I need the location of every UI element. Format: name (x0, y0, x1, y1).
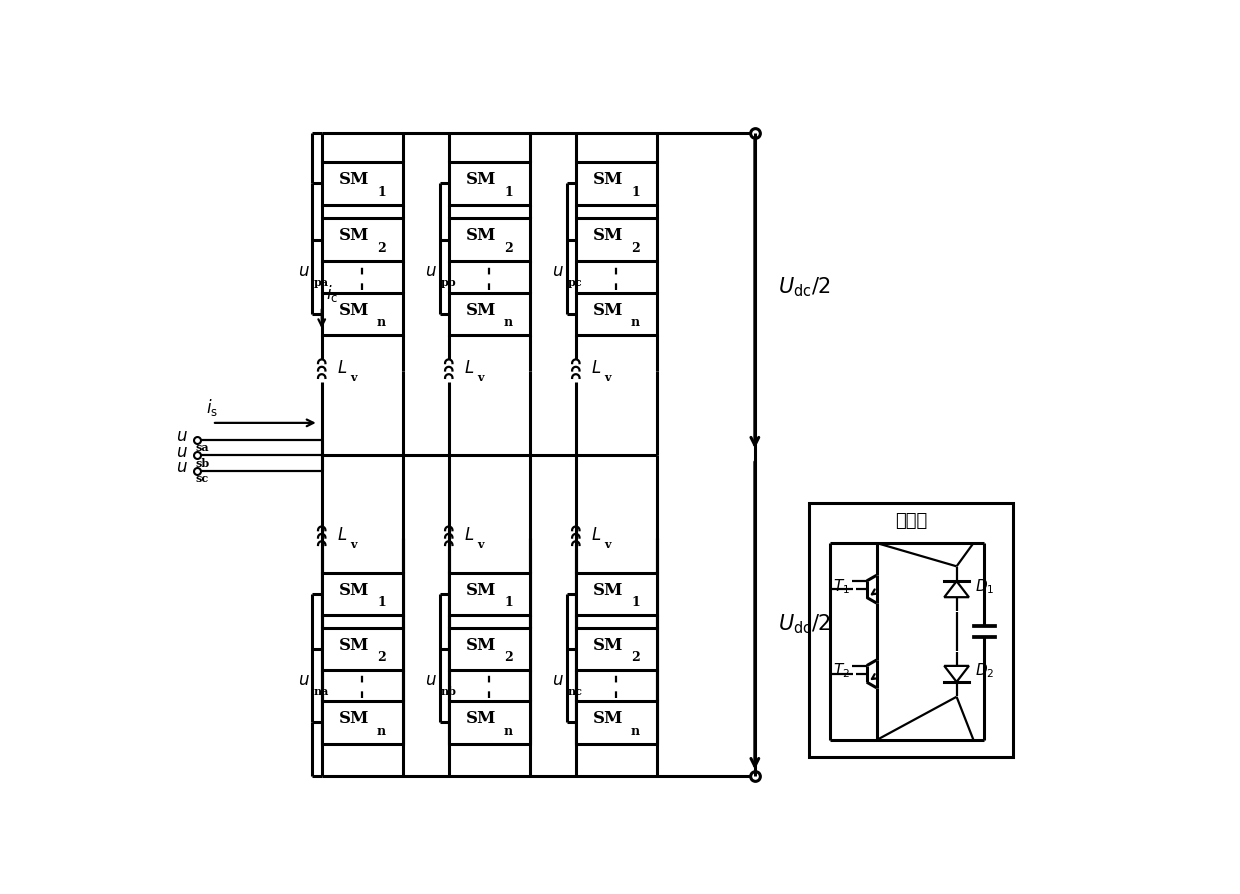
Text: 1: 1 (505, 185, 513, 198)
Text: v: v (604, 539, 611, 550)
Text: $u$: $u$ (424, 263, 436, 280)
Text: SM: SM (340, 302, 370, 319)
Text: 2: 2 (631, 651, 640, 663)
Bar (449, 702, 529, 744)
Bar (575, 294, 657, 336)
Text: $T_1$: $T_1$ (833, 577, 851, 595)
Text: SM: SM (594, 171, 624, 188)
Text: $D_2$: $D_2$ (975, 661, 994, 679)
Text: v: v (477, 539, 484, 550)
Text: SM: SM (594, 710, 624, 727)
Text: na: na (314, 685, 329, 696)
Text: SM: SM (466, 637, 497, 654)
Text: v: v (350, 539, 357, 550)
Text: SM: SM (466, 227, 497, 244)
Bar (575, 702, 657, 744)
Text: SM: SM (466, 581, 497, 598)
Bar (321, 163, 403, 206)
Text: 1: 1 (631, 595, 640, 608)
Bar (449, 628, 529, 670)
Text: $L$: $L$ (337, 359, 347, 376)
Bar (449, 573, 529, 615)
Text: SM: SM (340, 637, 370, 654)
Text: n: n (503, 316, 513, 329)
Text: SM: SM (594, 227, 624, 244)
Bar (575, 573, 657, 615)
Text: v: v (477, 372, 484, 383)
Text: 2: 2 (505, 651, 513, 663)
Text: nc: nc (568, 685, 583, 696)
Text: SM: SM (466, 302, 497, 319)
Text: $u$: $u$ (552, 671, 563, 688)
Text: pb: pb (440, 277, 456, 288)
Text: pa: pa (314, 277, 329, 288)
Bar (575, 163, 657, 206)
Text: $u$: $u$ (176, 443, 187, 460)
Text: $D_1$: $D_1$ (975, 577, 994, 595)
Text: n: n (503, 724, 513, 737)
Text: $i_{\rm c}$: $i_{\rm c}$ (326, 283, 339, 303)
Text: v: v (604, 372, 611, 383)
Bar (449, 219, 529, 261)
Text: n: n (631, 724, 640, 737)
Text: $i_{\rm s}$: $i_{\rm s}$ (206, 397, 218, 418)
Text: SM: SM (594, 581, 624, 598)
Text: SM: SM (466, 171, 497, 188)
Text: $u$: $u$ (552, 263, 563, 280)
Text: $u$: $u$ (298, 263, 310, 280)
Text: 2: 2 (631, 241, 640, 255)
Text: $L$: $L$ (464, 527, 475, 544)
Text: 1: 1 (631, 185, 640, 198)
Text: $u$: $u$ (424, 671, 436, 688)
Text: 2: 2 (505, 241, 513, 255)
Text: v: v (350, 372, 357, 383)
Bar (808, 503, 1013, 757)
Text: n: n (377, 316, 386, 329)
Text: 2: 2 (377, 241, 386, 255)
Bar (449, 163, 529, 206)
Text: n: n (631, 316, 640, 329)
Text: sc: sc (196, 473, 210, 484)
Text: SM: SM (340, 227, 370, 244)
Polygon shape (945, 666, 968, 682)
Polygon shape (945, 581, 968, 597)
Text: 子模块: 子模块 (894, 511, 926, 529)
Text: sb: sb (196, 457, 210, 468)
Text: $L$: $L$ (591, 527, 601, 544)
Text: $u$: $u$ (176, 459, 187, 476)
Text: $L$: $L$ (464, 359, 475, 376)
Bar (575, 219, 657, 261)
Text: SM: SM (340, 581, 370, 598)
Bar (575, 628, 657, 670)
Text: $U_{\rm dc}/2$: $U_{\rm dc}/2$ (777, 612, 831, 636)
Text: SM: SM (466, 710, 497, 727)
Text: SM: SM (594, 302, 624, 319)
Text: nb: nb (440, 685, 456, 696)
Bar (321, 628, 403, 670)
Text: pc: pc (568, 277, 582, 288)
Bar (321, 294, 403, 336)
Text: sa: sa (196, 442, 210, 452)
Text: SM: SM (340, 710, 370, 727)
Text: $L$: $L$ (337, 527, 347, 544)
Text: n: n (377, 724, 386, 737)
Text: $u$: $u$ (176, 428, 187, 445)
Text: $L$: $L$ (591, 359, 601, 376)
Bar (321, 573, 403, 615)
Text: $U_{\rm dc}/2$: $U_{\rm dc}/2$ (777, 275, 831, 299)
Text: 1: 1 (505, 595, 513, 608)
Bar (321, 702, 403, 744)
Text: $u$: $u$ (298, 671, 310, 688)
Text: SM: SM (594, 637, 624, 654)
Bar (449, 294, 529, 336)
Text: 1: 1 (377, 595, 386, 608)
Text: SM: SM (340, 171, 370, 188)
Text: 2: 2 (377, 651, 386, 663)
Bar (321, 219, 403, 261)
Text: 1: 1 (377, 185, 386, 198)
Text: $T_2$: $T_2$ (833, 661, 851, 679)
